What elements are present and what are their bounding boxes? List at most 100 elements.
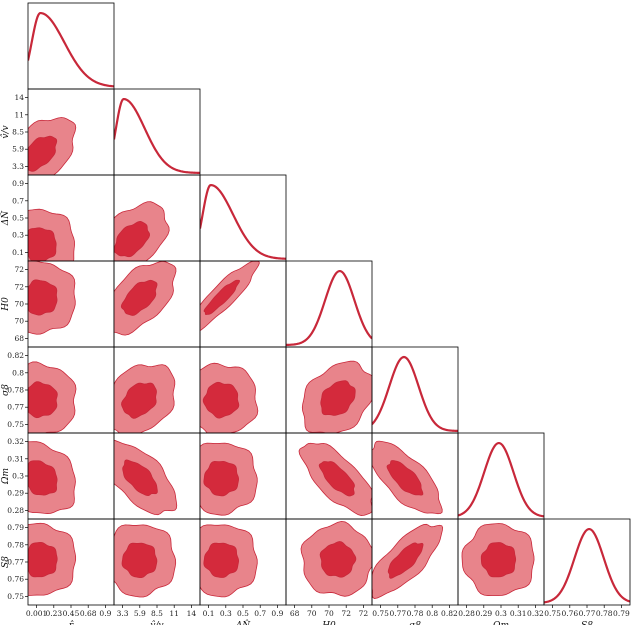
ylabel-S: S8 xyxy=(1,556,11,568)
ytick-label: 0.3 xyxy=(12,231,24,240)
xtick-label: 68 xyxy=(290,609,300,618)
xtick-label: 0.82 xyxy=(441,609,458,618)
contour-68 xyxy=(318,461,355,497)
xtick-label: 0.77 xyxy=(389,609,406,618)
xtick-label: 0.75 xyxy=(544,609,561,618)
ytick-label: 0.77 xyxy=(7,403,24,412)
xtick-label: 72 xyxy=(359,609,369,618)
xtick-label: 14 xyxy=(187,609,197,618)
xlabel-S: S8 xyxy=(581,621,593,625)
ytick-label: 0.5 xyxy=(12,214,24,223)
contour-68 xyxy=(121,382,157,419)
ytick-label: 70 xyxy=(14,317,24,326)
ytick-label: 0.31 xyxy=(7,454,24,463)
panel-r-O: 0.28 0.29 0.3 0.31 0.32 Ωm xyxy=(1,432,115,520)
ylabel-N: ΔN̂ xyxy=(0,210,11,226)
ytick-label: 0.29 xyxy=(7,489,24,498)
panel-N-O xyxy=(199,432,287,520)
xlabel-v: v̂/v xyxy=(150,620,163,625)
panel-N-S: 0.1 0.3 0.5 0.7 0.9 ΔN̂ xyxy=(199,518,287,625)
panel-v-N xyxy=(113,174,201,262)
contour-68 xyxy=(319,541,357,578)
ylabel-s: σ8 xyxy=(1,384,11,396)
ytick-label: 3.3 xyxy=(12,162,24,171)
xtick-label: 3.3 xyxy=(117,609,129,618)
ytick-label: 0.76 xyxy=(7,575,24,584)
xtick-label: 0.9 xyxy=(271,609,283,618)
panel-frame xyxy=(371,346,459,434)
xtick-label: 0.31 xyxy=(510,609,527,618)
ytick-label: 14 xyxy=(14,93,24,102)
panel-H-S: 68 70 70 72 72 H0 xyxy=(285,518,373,625)
marginal-curve-N xyxy=(200,183,286,260)
ytick-label: 0.9 xyxy=(12,179,24,188)
xlabel-r: r̂ xyxy=(69,620,74,625)
contour-68 xyxy=(202,381,240,419)
panel-S-S: 0.750.760.770.780.79 S8 xyxy=(543,518,631,625)
ylabel-O: Ωm xyxy=(1,468,11,485)
xtick-label: 72 xyxy=(341,609,351,618)
panel-O-O xyxy=(457,432,545,520)
contour-68 xyxy=(120,279,158,316)
contour-68 xyxy=(28,460,58,496)
ytick-label: 0.79 xyxy=(7,523,24,532)
contour-68 xyxy=(480,542,517,578)
xtick-label: 0.23 xyxy=(45,609,62,618)
contour-68 xyxy=(387,542,424,579)
xtick-label: 0.7 xyxy=(254,609,266,618)
marginal-curve-r xyxy=(28,11,114,88)
contour-68 xyxy=(28,135,58,172)
marginal-curve-v xyxy=(114,97,200,174)
contour-68 xyxy=(203,279,241,315)
panel-s-s xyxy=(371,346,459,434)
panel-s-S: 0.750.770.780.80.82 σ8 xyxy=(371,518,459,625)
xlabel-N: ΔN̂ xyxy=(235,619,251,625)
xtick-label: 0.9 xyxy=(99,609,111,618)
xtick-label: 0.32 xyxy=(527,609,544,618)
panel-r-v: 3.3 5.9 8.5 11 14 v̂/v xyxy=(0,88,115,176)
xtick-label: 0.45 xyxy=(63,609,80,618)
panel-N-s xyxy=(199,346,287,434)
contour-68 xyxy=(121,542,158,578)
panel-N-N xyxy=(199,174,287,262)
xlabel-H: H0 xyxy=(321,621,336,625)
xtick-label: 0.78 xyxy=(596,609,613,618)
panel-v-H xyxy=(113,260,201,348)
xtick-label: 70 xyxy=(307,609,317,618)
ytick-label: 0.32 xyxy=(7,437,24,446)
ytick-label: 0.8 xyxy=(12,368,24,377)
contour-68 xyxy=(114,221,151,258)
xtick-label: 0.1 xyxy=(203,609,215,618)
panel-frame xyxy=(27,2,115,90)
contour-68 xyxy=(28,381,58,419)
panel-frame xyxy=(199,174,287,262)
xtick-label: 0.76 xyxy=(561,609,578,618)
ytick-label: 72 xyxy=(14,265,24,274)
ytick-label: 11 xyxy=(14,110,24,119)
xtick-label: 70 xyxy=(324,609,334,618)
contour-68 xyxy=(28,279,58,316)
ytick-label: 0.7 xyxy=(12,196,24,205)
marginal-curve-H xyxy=(286,269,372,347)
marginal-curve-O xyxy=(458,441,544,518)
xtick-label: 0.8 xyxy=(426,609,438,618)
ytick-label: 68 xyxy=(14,334,24,343)
contour-68 xyxy=(203,542,239,578)
xtick-label: 0.79 xyxy=(613,609,630,618)
xtick-label: 0.75 xyxy=(372,609,389,618)
ytick-label: 0.82 xyxy=(7,351,24,360)
ytick-label: 72 xyxy=(14,282,24,291)
xtick-label: 5.9 xyxy=(134,609,146,618)
xtick-label: 11 xyxy=(169,609,179,618)
panel-O-S: 0.280.290.30.310.32 Ωm xyxy=(457,518,545,625)
xtick-label: 0.68 xyxy=(80,609,97,618)
ylabel-v: v̂/v xyxy=(0,125,11,138)
xtick-label: 0.3 xyxy=(495,609,507,618)
ytick-label: 5.9 xyxy=(12,145,24,154)
contour-68 xyxy=(28,227,57,261)
panel-H-O xyxy=(285,432,373,520)
panel-frame xyxy=(113,88,201,176)
panel-frame xyxy=(285,260,373,348)
